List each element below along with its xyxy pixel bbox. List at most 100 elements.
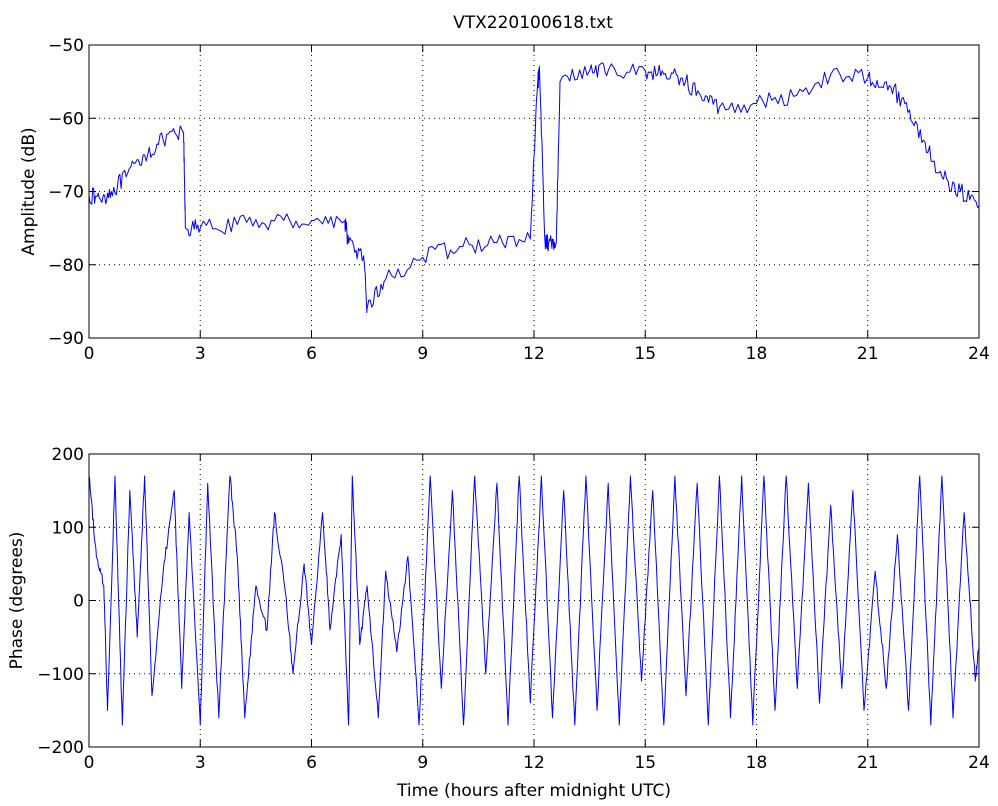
amplitude-data-point — [645, 70, 646, 71]
phase-data-point — [552, 717, 553, 718]
amplitude-data-point — [719, 107, 720, 108]
amplitude-data-point — [274, 220, 275, 221]
phase-data-point — [841, 688, 842, 689]
phase-data-point — [129, 490, 130, 491]
phase-data-point — [563, 490, 564, 491]
phase-data-point — [763, 475, 764, 476]
phase-data-point — [585, 475, 586, 476]
amplitude-x-tick-label: 12 — [523, 344, 545, 364]
chart-title: VTX220100618.txt — [453, 13, 613, 33]
phase-data-point — [96, 556, 97, 557]
phase-data-point — [359, 644, 360, 645]
amplitude-data-point — [756, 103, 757, 104]
phase-x-tick-label: 9 — [417, 753, 428, 773]
amplitude-y-tick-label: −90 — [48, 329, 84, 349]
amplitude-data-point — [125, 176, 126, 177]
amplitude-data-point — [100, 198, 101, 199]
phase-data-point — [541, 475, 542, 476]
amplitude-data-point — [367, 308, 368, 309]
phase-data-point — [652, 490, 653, 491]
amplitude-data-point — [608, 70, 609, 71]
phase-data-point — [797, 688, 798, 689]
phase-data-point — [385, 571, 386, 572]
phase-x-axis-label: Time (hours after midnight UTC) — [396, 781, 671, 801]
amplitude-data-point — [422, 257, 423, 258]
phase-data-point — [189, 512, 190, 513]
phase-data-point — [507, 724, 508, 725]
amplitude-x-tick-label: 15 — [634, 344, 656, 364]
phase-data-point — [122, 724, 123, 725]
phase-data-point — [685, 695, 686, 696]
phase-data-point — [441, 688, 442, 689]
phase-data-point — [103, 585, 104, 586]
amplitude-y-tick-label: −50 — [48, 36, 84, 56]
phase-data-point — [322, 512, 323, 513]
amplitude-data-point — [589, 70, 590, 71]
phase-data-point — [463, 724, 464, 725]
amplitude-data-point — [545, 242, 546, 243]
phase-data-point — [151, 695, 152, 696]
amplitude-x-tick-label: 18 — [746, 344, 768, 364]
phase-data-point — [266, 629, 267, 630]
phase-data-point — [163, 571, 164, 572]
phase-data-point — [218, 717, 219, 718]
phase-data-point — [244, 717, 245, 718]
phase-data-point — [730, 717, 731, 718]
amplitude-y-axis-label: Amplitude (dB) — [19, 127, 39, 255]
phase-data-point — [181, 688, 182, 689]
phase-data-point — [908, 710, 909, 711]
phase-data-point — [341, 534, 342, 535]
phase-data-point — [630, 475, 631, 476]
amplitude-x-tick-label: 0 — [84, 344, 95, 364]
phase-data-point — [619, 724, 620, 725]
amplitude-data-point — [363, 257, 364, 258]
phase-data-point — [255, 585, 256, 586]
phase-data-point — [930, 724, 931, 725]
amplitude-data-point — [830, 74, 831, 75]
phase-y-tick-label: −200 — [37, 738, 84, 758]
phase-panel: 0 3 6 9 12 15 18 21 24 −200 −100 0 100 200 Phase (degr… — [7, 445, 990, 801]
phase-data-point — [941, 475, 942, 476]
phase-data-point — [596, 710, 597, 711]
phase-data-point — [519, 475, 520, 476]
phase-x-tick-label: 3 — [195, 753, 206, 773]
phase-data-point — [786, 475, 787, 476]
phase-data-point — [886, 688, 887, 689]
amplitude-data-point — [941, 176, 942, 177]
amplitude-data-point — [144, 154, 145, 155]
amplitude-x-tick-label: 21 — [857, 344, 879, 364]
phase-x-tick-label: 18 — [746, 753, 768, 773]
phase-data-point — [741, 475, 742, 476]
amplitude-data-point — [960, 191, 961, 192]
amplitude-data-point — [530, 239, 531, 240]
amplitude-data-point — [496, 242, 497, 243]
amplitude-data-point — [111, 191, 112, 192]
amplitude-data-point — [185, 228, 186, 229]
phase-data-point — [530, 702, 531, 703]
phase-data-point — [919, 475, 920, 476]
phase-data-point — [396, 651, 397, 652]
phase-data-point — [808, 483, 809, 484]
phase-data-point — [574, 724, 575, 725]
amplitude-data-point — [163, 140, 164, 141]
phase-data-point — [452, 490, 453, 491]
phase-data-point — [329, 629, 330, 630]
amplitude-data-point — [700, 96, 701, 97]
amplitude-y-tick-label: −60 — [48, 109, 84, 129]
amplitude-data-point — [385, 279, 386, 280]
phase-data-point — [274, 512, 275, 513]
phase-data-point — [952, 717, 953, 718]
phase-x-tick-label: 15 — [634, 753, 656, 773]
phase-x-tick-label: 0 — [84, 753, 95, 773]
amplitude-data-point — [548, 242, 549, 243]
amplitude-series-line — [88, 62, 980, 314]
phase-data-point — [964, 512, 965, 513]
phase-data-point — [137, 637, 138, 638]
amplitude-x-tick-label: 3 — [195, 344, 206, 364]
amplitude-data-point — [237, 224, 238, 225]
phase-data-point — [830, 505, 831, 506]
phase-data-point — [608, 483, 609, 484]
phase-data-point — [474, 475, 475, 476]
phase-data-point — [144, 475, 145, 476]
